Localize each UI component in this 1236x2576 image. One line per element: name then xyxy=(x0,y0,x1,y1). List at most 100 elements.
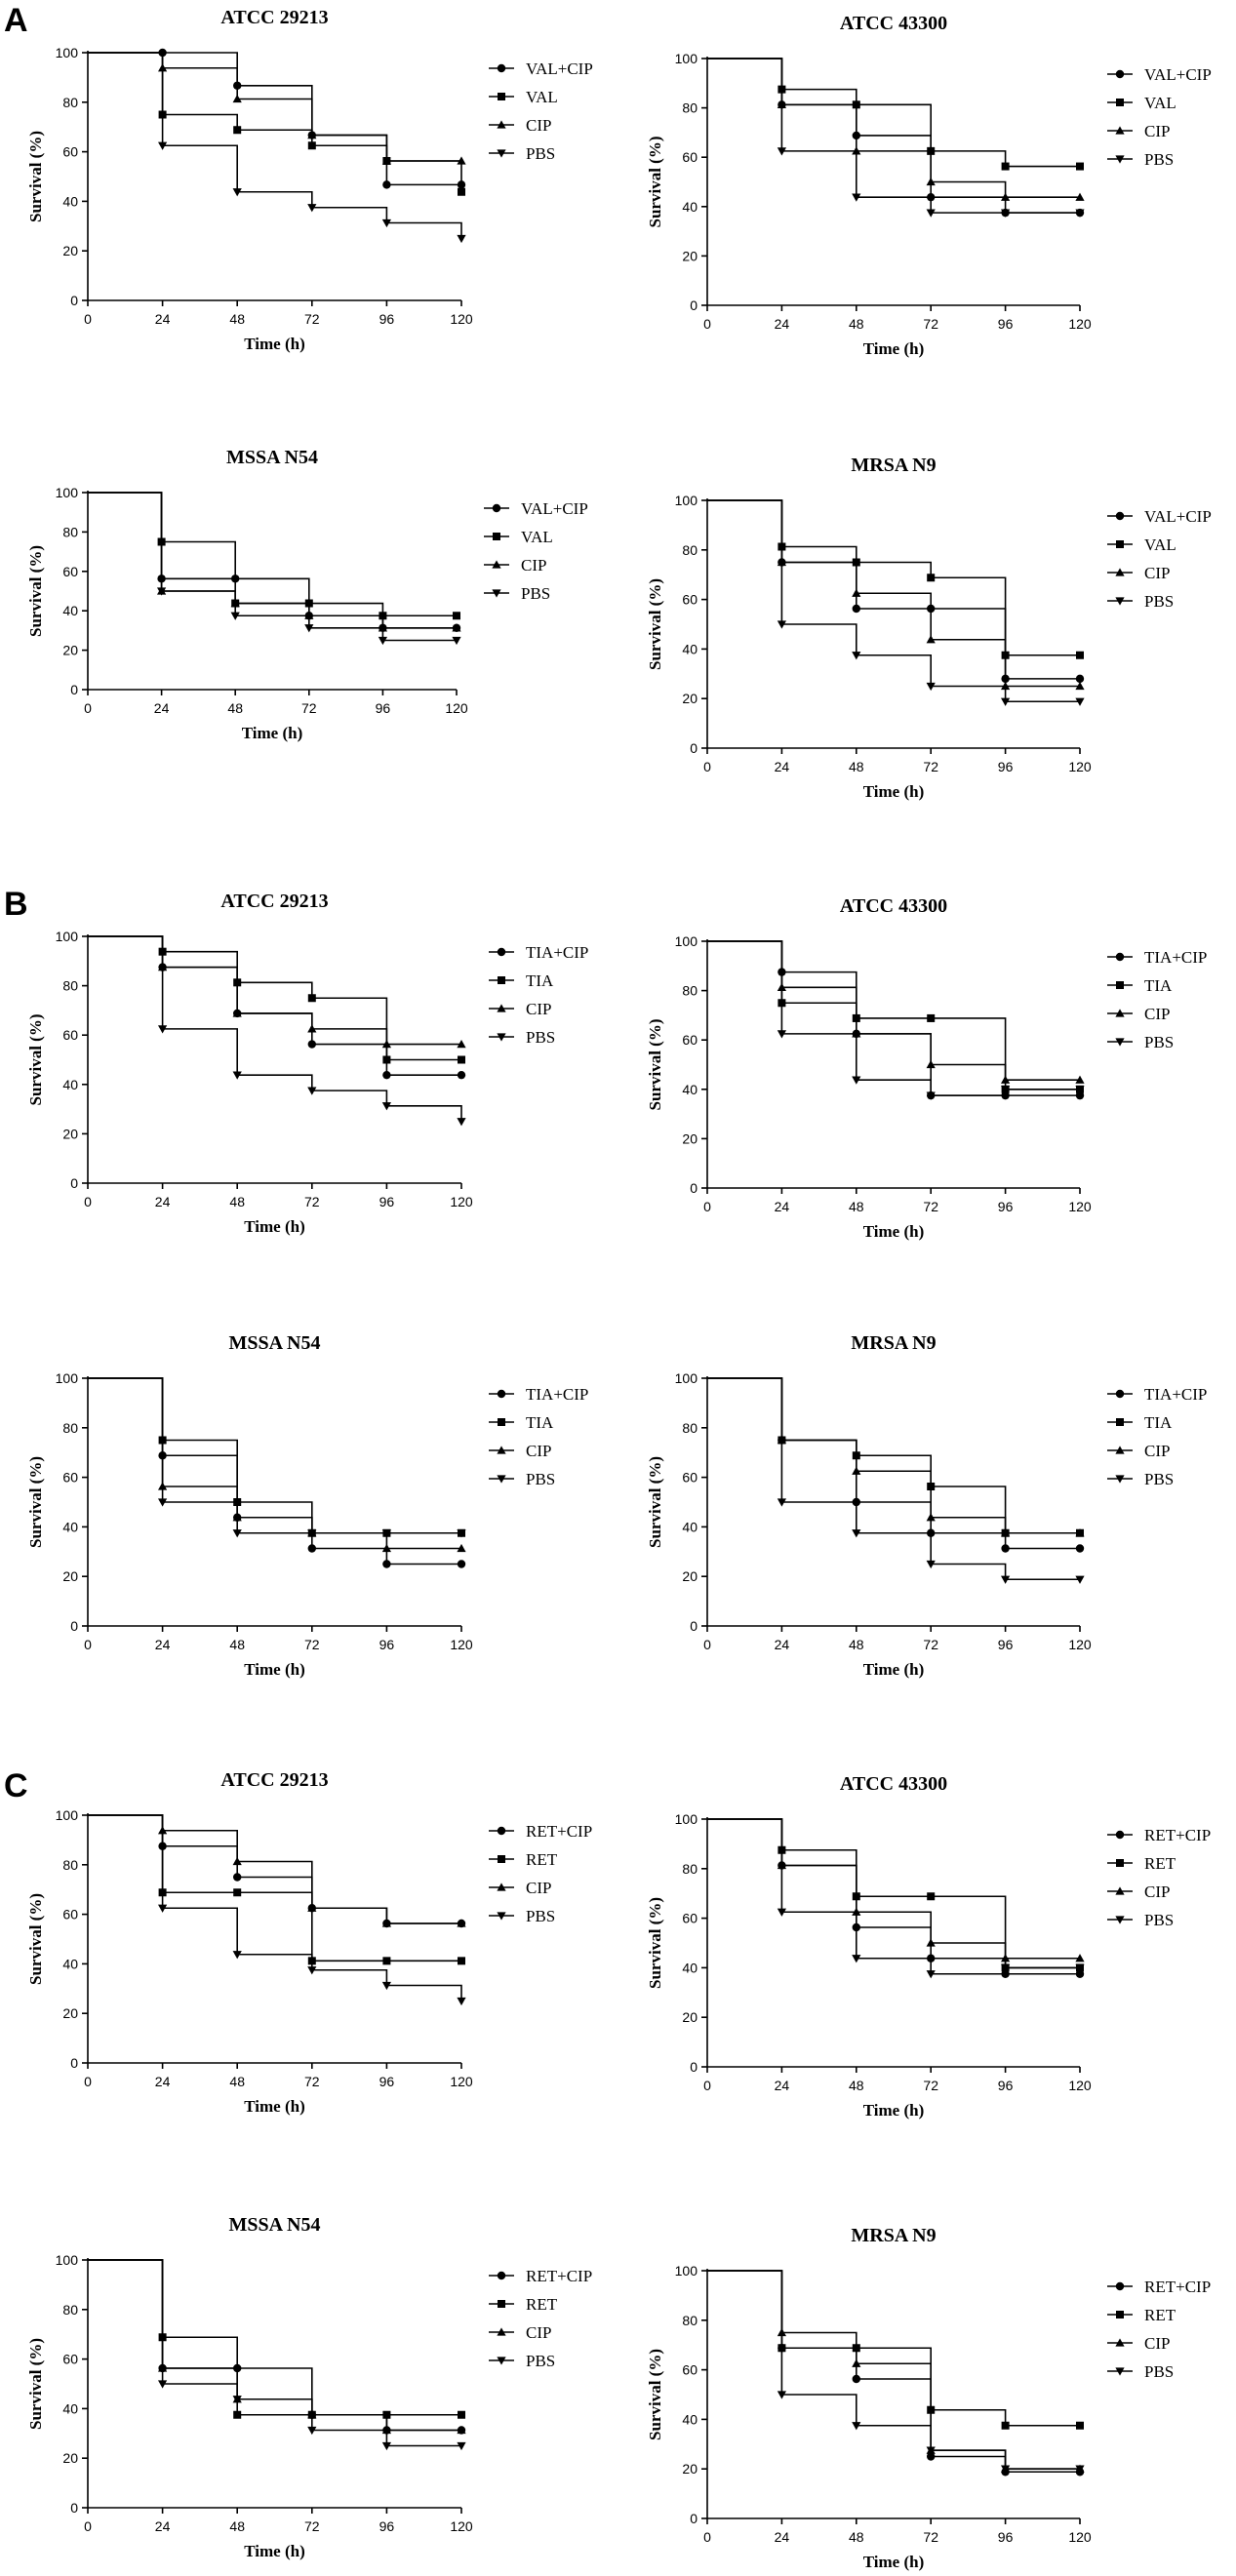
legend-label: PBS xyxy=(1144,1470,1174,1488)
data-point xyxy=(382,1957,391,1965)
x-tick-label: 0 xyxy=(84,2074,92,2089)
series-step-line xyxy=(88,2259,461,2432)
x-tick-label: 96 xyxy=(379,1194,395,1209)
legend-marker xyxy=(497,1033,506,1042)
series-step-line xyxy=(88,52,461,186)
x-tick-label: 120 xyxy=(450,2074,473,2089)
legend-marker xyxy=(1115,1475,1125,1484)
legend-marker xyxy=(497,1475,506,1484)
y-tick-label: 80 xyxy=(682,1420,698,1436)
x-tick-label: 120 xyxy=(450,1194,473,1209)
x-tick-label: 96 xyxy=(998,2529,1014,2545)
x-tick-label: 96 xyxy=(998,1199,1014,1214)
series xyxy=(707,2270,1085,2474)
legend: VAL+CIP VAL CIP PBS xyxy=(1107,507,1212,611)
legend-label: CIP xyxy=(526,116,551,135)
series xyxy=(88,2259,465,2419)
legend-marker xyxy=(1115,2281,1125,2291)
data-point xyxy=(307,1024,317,1033)
y-tick-label: 100 xyxy=(56,1370,79,1386)
data-point xyxy=(457,1039,466,1049)
x-tick-label: 24 xyxy=(775,2078,790,2093)
x-axis-label: Time (h) xyxy=(244,335,305,353)
x-tick-label: 0 xyxy=(703,1637,711,1652)
data-point xyxy=(453,612,460,620)
survival-chart: ATCC 43300 0 20 40 60 80 100 0 24 48 72 96 120 Time (… xyxy=(646,895,1207,1241)
series-step-line xyxy=(707,1377,1080,1581)
data-point xyxy=(458,1055,465,1064)
series xyxy=(88,52,466,165)
y-tick-label: 100 xyxy=(56,45,79,60)
charts-layer: ATCC 29213 0 20 40 60 80 100 0 24 48 72 96 120 Time (… xyxy=(26,7,1212,2571)
series xyxy=(88,2259,466,2451)
x-tick-label: 0 xyxy=(84,1637,92,1652)
x-tick-label: 48 xyxy=(229,2074,245,2089)
x-tick-label: 24 xyxy=(775,2529,790,2545)
panel-letter-c: C xyxy=(4,1767,28,1804)
series-step-line xyxy=(88,52,462,192)
data-point xyxy=(926,1513,936,1522)
legend-label: CIP xyxy=(526,2323,551,2342)
x-tick-label: 24 xyxy=(155,1194,171,1209)
series xyxy=(707,940,1085,1100)
legend-marker xyxy=(1115,2338,1125,2347)
y-tick-label: 20 xyxy=(62,2450,78,2466)
y-tick-label: 40 xyxy=(682,1082,698,1097)
x-tick-label: 48 xyxy=(849,2078,864,2093)
data-point xyxy=(1076,162,1084,171)
series-step-line xyxy=(88,1377,461,1565)
y-tick-label: 60 xyxy=(62,1027,78,1043)
legend-label: RET+CIP xyxy=(526,2267,592,2285)
data-point xyxy=(381,218,391,228)
x-axis-label: Time (h) xyxy=(863,1222,925,1241)
data-point xyxy=(1075,1090,1085,1100)
data-point xyxy=(458,187,465,196)
data-point xyxy=(233,2410,242,2419)
y-tick-label: 0 xyxy=(690,2059,698,2075)
x-tick-label: 48 xyxy=(849,316,864,332)
legend-label: VAL+CIP xyxy=(1144,65,1212,84)
legend-label: RET xyxy=(1144,1854,1176,1873)
series xyxy=(707,1818,1085,1979)
y-tick-label: 60 xyxy=(682,1911,698,1926)
series-step-line xyxy=(707,58,1080,198)
x-tick-label: 0 xyxy=(703,2078,711,2093)
data-point xyxy=(1075,1969,1085,1978)
data-point xyxy=(307,994,316,1003)
x-tick-label: 96 xyxy=(998,759,1014,774)
data-point xyxy=(157,587,167,596)
data-point xyxy=(1001,697,1011,706)
y-tick-label: 0 xyxy=(690,1180,698,1196)
legend-marker xyxy=(1115,1886,1125,1895)
series xyxy=(88,1814,465,1965)
legend-label: PBS xyxy=(526,1907,555,1925)
data-point xyxy=(1075,192,1085,201)
series-step-line xyxy=(707,1377,1080,1550)
data-point xyxy=(926,1059,936,1069)
legend-marker xyxy=(493,533,500,540)
x-tick-label: 24 xyxy=(775,316,790,332)
legend-marker xyxy=(1116,1859,1124,1867)
legend-marker xyxy=(1115,69,1125,79)
y-tick-label: 0 xyxy=(690,297,698,313)
series xyxy=(707,58,1085,201)
data-point xyxy=(1001,192,1011,201)
data-point xyxy=(307,1966,317,1975)
legend-label: CIP xyxy=(1144,1005,1170,1023)
data-point xyxy=(1001,2465,1011,2474)
chart-title: MRSA N9 xyxy=(851,2225,936,2246)
data-point xyxy=(1075,209,1085,218)
legend-marker xyxy=(492,589,501,598)
y-tick-label: 60 xyxy=(62,144,78,160)
data-point xyxy=(1076,651,1084,659)
series-step-line xyxy=(88,1814,461,1924)
legend-marker xyxy=(1115,1916,1125,1924)
data-point xyxy=(926,209,936,218)
series-step-line xyxy=(88,2259,461,2416)
data-point xyxy=(926,682,936,692)
y-tick-label: 100 xyxy=(675,2263,698,2279)
x-axis-label: Time (h) xyxy=(244,1217,305,1236)
legend-label: PBS xyxy=(526,1028,555,1047)
legend-label: CIP xyxy=(1144,1882,1170,1901)
data-point xyxy=(304,624,314,633)
